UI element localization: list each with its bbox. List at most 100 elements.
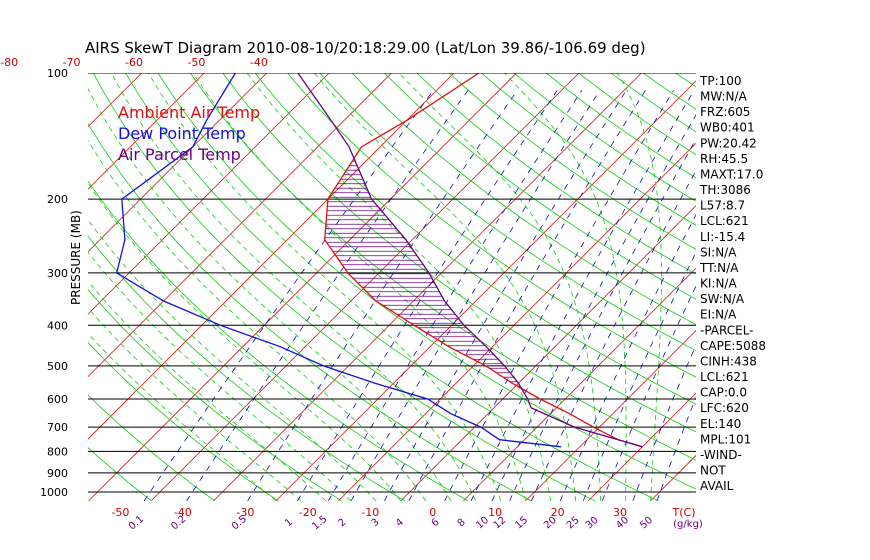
top-temp-label: -50 (187, 56, 205, 69)
dry-adiabat-line (805, 73, 870, 501)
legend-ambient-air-temp: Ambient Air Temp (118, 103, 260, 122)
profile-lines (115, 73, 643, 448)
moist-adiabat-line (88, 219, 377, 502)
index-entry: EI:N/A (700, 308, 737, 322)
bottom-temp-label: 10 (488, 506, 502, 519)
y-tick-label: 500 (47, 360, 68, 373)
moist-adiabat-line (88, 307, 302, 502)
dry-adiabat-line (88, 394, 216, 502)
isotherm-line (463, 267, 696, 502)
mixing-ratio-unit-label: (g/kg) (673, 519, 703, 530)
y-tick-label: 100 (47, 67, 68, 80)
isotherm-line (88, 73, 517, 502)
dry-adiabat-line (88, 180, 469, 502)
bottom-temp-label: -10 (361, 506, 379, 519)
y-axis-title: PRESSURE (MB) (69, 210, 83, 305)
bottom-temp-label: -30 (236, 506, 254, 519)
mixing-ratio-line (491, 114, 696, 502)
isotherm-line (776, 73, 870, 501)
isotherm-line (587, 392, 696, 502)
dry-adiabat-line (88, 341, 279, 502)
legend: Ambient Air Temp Dew Point Temp Air Parc… (118, 103, 260, 164)
y-tick-label: 300 (47, 267, 68, 280)
isotherm-line (275, 80, 696, 502)
index-entry: CINH:438 (700, 354, 757, 368)
mixing-ratio-label: 1 (283, 517, 295, 530)
bottom-temp-unit-label: T(C) (672, 506, 696, 519)
dry-adiabat-line (125, 73, 659, 502)
index-entry: EL:140 (700, 417, 741, 431)
dry-adiabat-line (351, 73, 696, 326)
index-entry: PW:20.42 (700, 136, 757, 150)
moist-adiabat-line (617, 73, 662, 501)
index-entry: FRZ:605 (700, 105, 750, 119)
index-entry: TH:3086 (699, 183, 751, 197)
dry-adiabat-line (384, 73, 696, 300)
y-tick-label: 700 (47, 421, 68, 434)
mixing-ratio-line (601, 285, 696, 502)
moist-adiabat-line (88, 332, 277, 502)
index-entry: LI:-15.4 (700, 230, 745, 244)
mixing-ratio-line (470, 90, 695, 502)
index-entry: RH:45.5 (700, 152, 748, 166)
dry-adiabat-line (254, 73, 696, 405)
top-temp-label: -40 (250, 56, 268, 69)
top-temp-label: -60 (125, 56, 143, 69)
background-grid (88, 73, 870, 502)
index-entry: WB0:401 (700, 121, 755, 135)
index-entry: TP:100 (699, 74, 742, 88)
dry-adiabat-line (189, 73, 696, 461)
dry-adiabat-line (157, 73, 696, 490)
mixing-ratio-label: 2 (337, 517, 349, 530)
legend-dew-point-temp: Dew Point Temp (118, 124, 246, 143)
y-tick-label: 400 (47, 319, 68, 332)
mixing-ratio-line (408, 90, 646, 502)
dry-adiabat-line (416, 73, 696, 275)
mixing-ratio-label: 50 (638, 515, 655, 532)
mixing-ratio-line (444, 90, 674, 502)
index-entry: MAXT:17.0 (700, 167, 763, 181)
air-parcel-temp-line (297, 73, 643, 448)
mixing-ratio-line (531, 169, 696, 502)
y-tick-label: 800 (47, 445, 68, 458)
dry-adiabat-line (481, 73, 696, 226)
bottom-temp-label: -40 (174, 506, 192, 519)
index-entry: TT:N/A (699, 261, 739, 275)
isotherm-line (88, 73, 205, 190)
top-temp-label: -80 (0, 56, 18, 69)
mixing-ratio-line (297, 90, 558, 502)
dry-adiabat-line (287, 73, 696, 378)
dry-adiabat-line (222, 73, 696, 433)
mixing-ratio-label: 0.1 (127, 514, 146, 533)
mixing-ratio-line (143, 90, 434, 502)
moist-adiabat-line (313, 73, 577, 501)
index-entry: MPL:101 (700, 432, 751, 446)
moist-adiabat-line (504, 73, 627, 501)
index-entry: LFC:620 (700, 401, 749, 415)
y-tick-label: 1000 (40, 486, 68, 499)
moist-adiabat-line (148, 73, 502, 502)
index-entry: LCL:621 (700, 370, 749, 384)
mixing-ratio-line (328, 90, 583, 502)
dry-adiabat-line (319, 73, 696, 352)
isotherm-line (400, 205, 696, 502)
index-entry: CAPE:5088 (700, 339, 766, 353)
y-tick-label: 200 (47, 193, 68, 206)
isotherm-line (338, 142, 696, 502)
index-entry: KI:N/A (700, 277, 737, 291)
index-entry: -PARCEL- (700, 323, 754, 337)
mixing-ratio-label: 15 (513, 515, 530, 532)
isotherm-line (88, 73, 330, 315)
dry-adiabat-line (88, 289, 342, 502)
isotherm-line (88, 73, 267, 253)
moist-adiabat-line (88, 139, 427, 502)
mixing-ratio-label: 25 (565, 515, 582, 532)
mixing-ratio-line (384, 90, 627, 502)
mixing-ratio-line (509, 138, 696, 502)
mixing-ratio-label: 8 (456, 517, 468, 530)
top-temp-label: -70 (63, 56, 81, 69)
dry-adiabat-line (88, 447, 152, 502)
